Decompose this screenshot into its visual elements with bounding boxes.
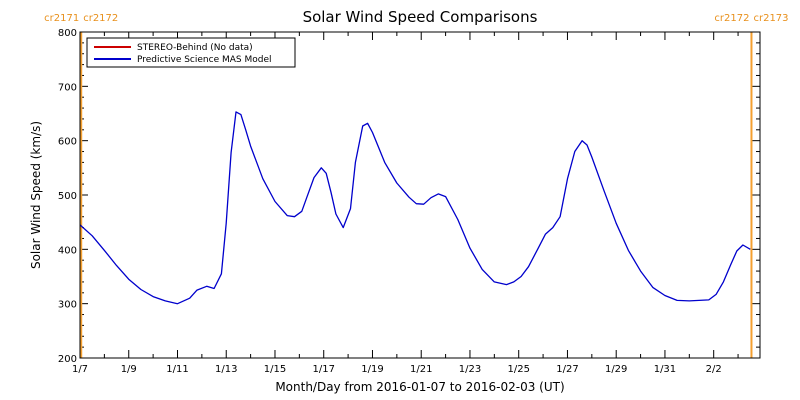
plot-frame: [79, 31, 761, 359]
x-tick-label: 1/21: [410, 364, 432, 375]
x-tick-label: 1/7: [72, 364, 88, 375]
carrington-left-label: cr2171: [44, 13, 79, 24]
carrington-left-label: cr2172: [714, 13, 749, 24]
series-line-mas-model: [79, 111, 751, 305]
carrington-marker-group: cr2171 cr2172 cr2172 cr2173: [44, 13, 789, 358]
x-tick-label: 1/25: [507, 364, 529, 375]
x-tick-label: 1/9: [121, 364, 137, 375]
y-tick-label: 500: [58, 191, 77, 202]
y-tick-label: 700: [58, 82, 77, 93]
x-tick-label: 1/15: [264, 364, 286, 375]
x-tick-label: 1/27: [556, 364, 578, 375]
x-axis-label: Month/Day from 2016-01-07 to 2016-02-03 …: [275, 380, 564, 394]
y-axis-label: Solar Wind Speed (km/s): [29, 121, 43, 269]
y-tick-label: 400: [58, 245, 77, 256]
legend-box: [86, 37, 296, 68]
series-group: [79, 111, 751, 305]
y-tick-label: 300: [58, 300, 77, 311]
x-tick-label: 1/29: [605, 364, 627, 375]
legend-label: STEREO-Behind (No data): [137, 43, 253, 53]
x-tick-label: 2/2: [706, 364, 722, 375]
tick-group: 200 300 400 500 600 700 800 1/7 1/9 1/11 1/13 1/15 1…: [58, 28, 760, 375]
x-tick-label: 1/11: [166, 364, 188, 375]
legend-label: Predictive Science MAS Model: [137, 55, 272, 65]
carrington-right-label: cr2172: [83, 13, 118, 24]
carrington-right-label: cr2173: [753, 13, 788, 24]
chart-title: Solar Wind Speed Comparisons: [303, 8, 538, 26]
x-tick-label: 1/31: [654, 364, 676, 375]
x-tick-label: 1/23: [459, 364, 481, 375]
legend: STEREO-Behind (No data) Predictive Scienc…: [86, 37, 296, 68]
x-tick-label: 1/17: [312, 364, 334, 375]
x-tick-label: 1/19: [361, 364, 383, 375]
y-tick-label: 800: [58, 28, 77, 39]
y-tick-label: 600: [58, 137, 77, 148]
y-tick-label: 200: [58, 354, 77, 365]
x-tick-label: 1/13: [215, 364, 237, 375]
